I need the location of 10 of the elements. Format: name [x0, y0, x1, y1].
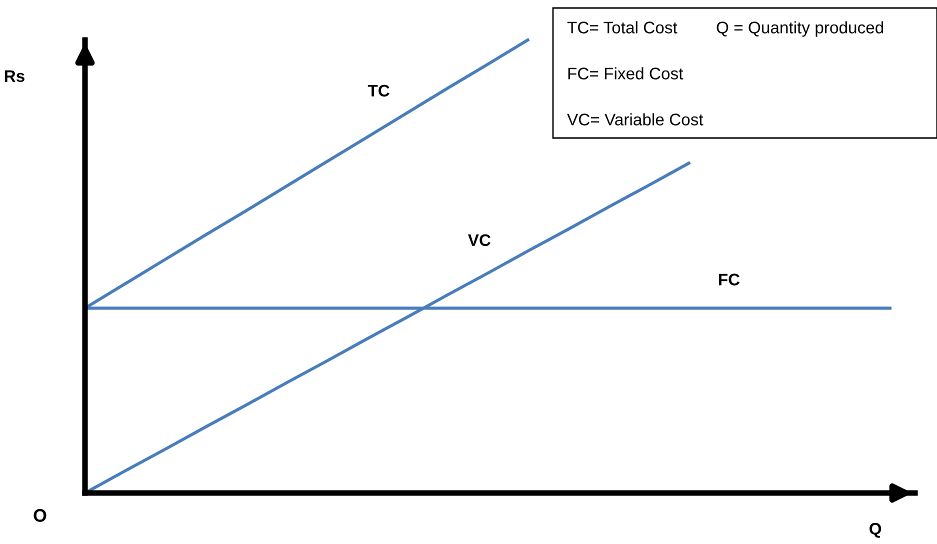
- text: TC= Total Cost: [567, 21, 678, 34]
- annotation: FC= Fixed Cost: [568, 67, 684, 80]
- series-label: VC: [468, 234, 491, 246]
- x-axis-title: Q: [870, 522, 882, 538]
- y-axis-title: Rs: [4, 70, 24, 82]
- annotation: VC= Variable Cost: [567, 113, 704, 126]
- series-label: TC: [368, 84, 390, 97]
- text: Q = Quantity produced: [716, 21, 884, 37]
- series-label: FC: [719, 274, 740, 286]
- text: O: [34, 509, 46, 522]
